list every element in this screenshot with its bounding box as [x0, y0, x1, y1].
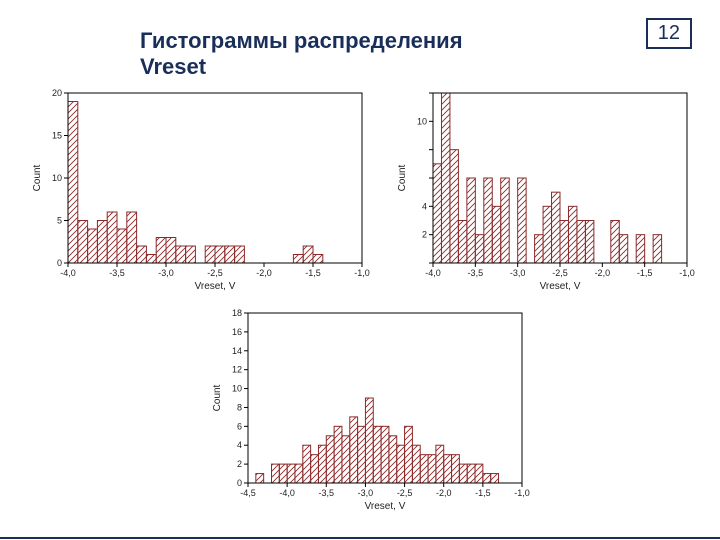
svg-text:10: 10	[417, 116, 427, 126]
svg-text:-4,0: -4,0	[60, 268, 76, 278]
svg-text:0: 0	[237, 478, 242, 488]
svg-text:-4,5: -4,5	[240, 488, 256, 498]
svg-text:-1,0: -1,0	[354, 268, 370, 278]
svg-text:-1,5: -1,5	[305, 268, 321, 278]
svg-text:20: 20	[52, 88, 62, 98]
svg-text:-1,5: -1,5	[475, 488, 491, 498]
svg-text:4: 4	[422, 201, 427, 211]
svg-text:-1,5: -1,5	[637, 268, 653, 278]
svg-text:15: 15	[52, 131, 62, 141]
svg-text:Count: Count	[212, 384, 223, 411]
svg-text:-3,5: -3,5	[319, 488, 335, 498]
svg-text:-1,0: -1,0	[514, 488, 530, 498]
title-line-1: Гистограммы распределения	[140, 28, 463, 53]
title-line-2: Vreset	[140, 54, 206, 79]
svg-text:-1,0: -1,0	[679, 268, 695, 278]
chart-top-right-svg: -4,0 -3,5 -3,0 -2,5 -2,0 -1,5 -1,0 2 4 10 Vreset…	[395, 85, 695, 295]
page-title: Гистограммы распределения Vreset	[140, 28, 463, 81]
svg-text:12: 12	[232, 365, 242, 375]
svg-text:8: 8	[237, 402, 242, 412]
chart-top-right: -4,0 -3,5 -3,0 -2,5 -2,0 -1,5 -1,0 2 4 10 Vreset…	[395, 85, 695, 295]
svg-text:Vreset, V: Vreset, V	[540, 281, 581, 292]
page-number: 12	[658, 22, 680, 44]
svg-text:-4,0: -4,0	[279, 488, 295, 498]
svg-text:-3,5: -3,5	[468, 268, 484, 278]
svg-text:-4,0: -4,0	[425, 268, 441, 278]
svg-text:-2,0: -2,0	[436, 488, 452, 498]
svg-text:18: 18	[232, 308, 242, 318]
chart-bottom-svg: -4,5 -4,0 -3,5 -3,0 -2,5 -2,0 -1,5 -1,0 0 2 4 6 8 10…	[210, 305, 530, 515]
svg-text:2: 2	[422, 230, 427, 240]
svg-text:-2,0: -2,0	[595, 268, 611, 278]
svg-text:Count: Count	[32, 164, 43, 191]
svg-text:-3,0: -3,0	[358, 488, 374, 498]
svg-text:10: 10	[232, 384, 242, 394]
svg-text:-3,0: -3,0	[158, 268, 174, 278]
svg-text:4: 4	[237, 440, 242, 450]
svg-text:-3,0: -3,0	[510, 268, 526, 278]
svg-text:-2,5: -2,5	[207, 268, 223, 278]
chart-bottom: -4,5 -4,0 -3,5 -3,0 -2,5 -2,0 -1,5 -1,0 0 2 4 6 8 10…	[210, 305, 530, 515]
svg-text:Count: Count	[397, 164, 408, 191]
svg-text:14: 14	[232, 346, 242, 356]
svg-text:0: 0	[57, 258, 62, 268]
page-number-box: 12	[646, 18, 692, 49]
svg-text:-2,5: -2,5	[552, 268, 568, 278]
svg-text:-2,0: -2,0	[256, 268, 272, 278]
svg-text:5: 5	[57, 216, 62, 226]
svg-text:Vreset, V: Vreset, V	[195, 281, 236, 292]
svg-text:-2,5: -2,5	[397, 488, 413, 498]
chart-top-left-svg: -4,0 -3,5 -3,0 -2,5 -2,0 -1,5 -1,0 0 5 10 15 20 Vr…	[30, 85, 370, 295]
svg-text:2: 2	[237, 459, 242, 469]
svg-text:16: 16	[232, 327, 242, 337]
svg-text:10: 10	[52, 173, 62, 183]
svg-text:Vreset, V: Vreset, V	[365, 501, 406, 512]
svg-text:6: 6	[237, 421, 242, 431]
chart-top-left: -4,0 -3,5 -3,0 -2,5 -2,0 -1,5 -1,0 0 5 10 15 20 Vr…	[30, 85, 370, 295]
svg-text:-3,5: -3,5	[109, 268, 125, 278]
